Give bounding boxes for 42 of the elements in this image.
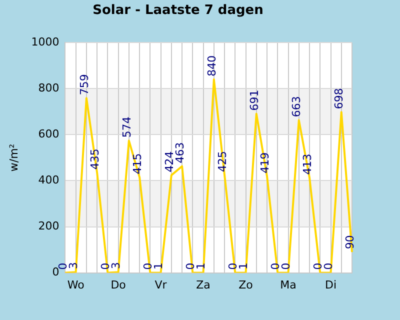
data-label: 415 <box>130 153 144 174</box>
data-label: 698 <box>332 88 346 110</box>
data-label: 435 <box>88 148 102 170</box>
chart-title: Solar - Laatste 7 dagen <box>92 3 264 18</box>
data-label: 3 <box>110 262 123 270</box>
x-tick-label: Di <box>324 278 337 292</box>
data-label: 0 <box>226 262 240 270</box>
data-label: 0 <box>184 262 198 270</box>
data-label: 1 <box>237 262 250 270</box>
data-label: 0 <box>142 262 155 270</box>
data-label: 759 <box>78 74 91 96</box>
x-tick-label: Zo <box>238 278 254 292</box>
y-tick-label: 600 <box>38 128 60 141</box>
x-tick-label: Do <box>110 278 126 292</box>
data-label: 0 <box>322 262 336 270</box>
y-tick-label: 1000 <box>31 35 60 48</box>
x-tick-label: Za <box>196 278 210 292</box>
data-label: 663 <box>290 96 304 118</box>
x-tick-label: Wo <box>67 278 85 292</box>
data-label: 0 <box>269 262 282 270</box>
data-label: 425 <box>216 150 229 172</box>
data-label: 413 <box>300 154 314 175</box>
data-label: 574 <box>120 116 134 138</box>
y-axis-title: w/m² <box>7 144 20 172</box>
data-label: 1 <box>194 262 208 270</box>
data-label: 463 <box>173 142 186 164</box>
data-label: 424 <box>162 151 176 172</box>
data-label: 0 <box>311 262 324 270</box>
data-label: 419 <box>258 152 272 174</box>
x-tick-label: Vr <box>154 278 168 292</box>
y-tick-label: 400 <box>38 174 60 187</box>
y-tick-label: 800 <box>38 82 60 94</box>
y-tick-label: 200 <box>38 220 60 233</box>
data-label: 90 <box>343 235 356 250</box>
y-tick-label: 0 <box>52 266 60 279</box>
data-label: 0 <box>280 262 293 270</box>
data-label: 840 <box>205 55 218 76</box>
data-label: 691 <box>248 90 261 111</box>
data-label: 0 <box>99 262 112 270</box>
data-label: 3 <box>67 262 80 270</box>
data-label: 1 <box>152 262 166 270</box>
x-tick-label: Ma <box>280 278 296 292</box>
